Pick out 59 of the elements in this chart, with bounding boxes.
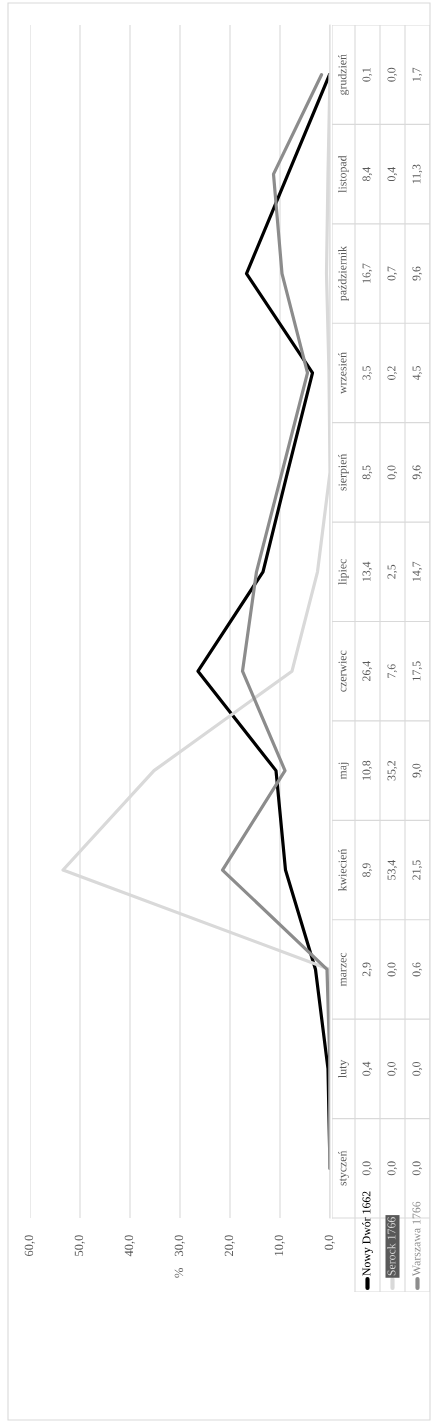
- data-label: 8,9: [362, 863, 373, 877]
- data-label: 4,5: [412, 366, 423, 381]
- y-tick-label: maj: [338, 762, 349, 780]
- data-label: 17,5: [412, 661, 423, 681]
- x-tick-label: 10,0: [274, 1235, 285, 1256]
- data-label: 0,0: [387, 1061, 398, 1076]
- y-tick-label: kwiecień: [338, 848, 347, 892]
- y-tick-label: październik: [338, 246, 349, 301]
- data-label: 0,6: [412, 962, 423, 977]
- data-label: 7,6: [387, 664, 398, 678]
- y-tick-label: sierpień: [338, 453, 349, 491]
- x-tick-label: 50,0: [74, 1235, 85, 1256]
- x-tick-label: 40,0: [124, 1235, 135, 1257]
- data-label: 0,0: [412, 1061, 423, 1076]
- data-label: 0,0: [362, 1161, 373, 1176]
- data-label: 0,4: [387, 166, 398, 182]
- x-tick-label: 0,0: [324, 1235, 335, 1250]
- data-label: 53,4: [387, 859, 398, 880]
- data-label: 9,0: [412, 763, 423, 778]
- text: Serock 1766: [387, 1217, 396, 1276]
- data-label: 0,0: [387, 962, 398, 977]
- data-label: 0,0: [412, 1161, 423, 1176]
- data-label: 9,6: [412, 465, 423, 480]
- data-label: 9,6: [412, 266, 423, 281]
- data-label: 0,2: [387, 366, 398, 380]
- data-label: 0,7: [387, 266, 398, 281]
- x-tick-label: 30,0: [174, 1235, 185, 1256]
- y-tick-label: czerwiec: [338, 650, 347, 692]
- y-tick-label: wrzesień: [338, 352, 347, 394]
- y-tick-label: grudzień: [338, 54, 349, 95]
- x-tick-label: 20,0: [224, 1235, 235, 1256]
- x-tick-label: 60,0: [24, 1235, 35, 1256]
- data-label: 0,0: [387, 1161, 398, 1176]
- data-label: 14,7: [412, 561, 423, 582]
- text: Warszawa 1766: [412, 1201, 421, 1277]
- data-label: 35,2: [387, 760, 398, 781]
- data-label: 1,7: [412, 67, 423, 82]
- y-tick-label: listopad: [338, 155, 349, 193]
- data-label: 8,5: [362, 465, 373, 480]
- data-label: 0,0: [387, 465, 398, 480]
- data-label: 13,4: [362, 561, 373, 582]
- y-tick-label: luty: [338, 1059, 349, 1078]
- data-label: 0,1: [362, 68, 373, 82]
- text: Nowy Dwór 1662: [362, 1191, 373, 1276]
- data-label: 0,0: [387, 67, 398, 82]
- data-label: 11,3: [412, 164, 423, 184]
- y-axis-title: %: [174, 1268, 184, 1278]
- data-label: 21,5: [412, 860, 423, 880]
- y-tick-label: styczeń: [338, 1150, 349, 1186]
- data-label: 2,9: [362, 962, 373, 977]
- y-tick-label: lipiec: [338, 559, 349, 585]
- data-label: 3,5: [362, 366, 373, 380]
- data-label: 10,8: [362, 760, 373, 780]
- data-label: 16,7: [362, 263, 373, 283]
- y-tick-label: marzec: [340, 952, 347, 987]
- data-label: 2,5: [387, 564, 398, 579]
- data-label: 8,4: [362, 166, 373, 182]
- data-label: 0,4: [362, 1061, 373, 1076]
- data-label: 26,4: [362, 661, 373, 682]
